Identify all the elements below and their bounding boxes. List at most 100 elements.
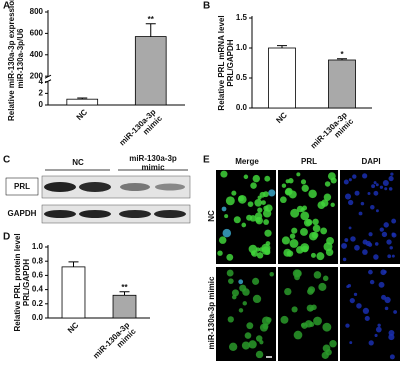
cell: [264, 175, 271, 182]
cell: [344, 193, 352, 200]
cell: [381, 231, 388, 238]
cell: [375, 326, 382, 333]
bar: [66, 98, 99, 106]
cell: [261, 316, 271, 326]
cell: [284, 287, 292, 296]
cell: [362, 307, 370, 315]
cell: [261, 200, 266, 205]
cell: [369, 279, 375, 285]
cell: [386, 239, 392, 245]
cell: [349, 297, 355, 304]
band: [79, 182, 111, 192]
cell: [368, 232, 373, 237]
cell: [350, 236, 356, 242]
cell: [391, 254, 395, 258]
error-bar: [77, 97, 88, 100]
cell: [354, 244, 360, 251]
cell: [224, 214, 229, 219]
cell: [242, 301, 247, 306]
cell: [318, 282, 327, 291]
cell: [281, 236, 290, 245]
cell: [307, 286, 316, 294]
y-tick-label: 0.0: [236, 103, 248, 112]
cell: [300, 211, 310, 221]
cell: [313, 271, 322, 279]
cell: [387, 254, 392, 259]
cell: [238, 195, 245, 202]
cell: [244, 332, 252, 339]
cell: [249, 215, 257, 222]
significance: **: [148, 15, 155, 24]
cell: [281, 183, 287, 188]
x-tick-label: NC: [66, 320, 81, 335]
panel-letter: A: [3, 1, 10, 12]
cell: [252, 174, 261, 183]
cell: [296, 172, 301, 177]
cell: [289, 233, 296, 239]
column-label: PRL: [301, 157, 317, 166]
cell: [375, 209, 379, 213]
cell: [296, 205, 304, 213]
cell: [233, 216, 241, 224]
cell: [279, 196, 287, 204]
x-tick-label: NC: [75, 107, 90, 122]
micrograph: [340, 170, 400, 264]
y-tick-label: 600: [30, 28, 44, 37]
cell: [354, 190, 360, 196]
cell: [268, 189, 276, 197]
cell: [389, 354, 395, 360]
y-tick-label: 2: [39, 88, 44, 97]
cell: [364, 315, 370, 321]
bar: [61, 266, 86, 319]
cell: [362, 249, 368, 255]
cell: [377, 323, 381, 327]
bar: [328, 59, 356, 109]
micrograph: [340, 267, 400, 361]
cell: [378, 281, 385, 288]
panel-letter: C: [3, 155, 10, 166]
cell: [222, 228, 232, 238]
y-axis-label: miR-130a-3p/U6: [16, 28, 25, 89]
cell: [383, 222, 389, 228]
y-tick-label: 4: [39, 77, 44, 86]
cell: [322, 275, 329, 282]
y-tick-label: 1.0: [32, 242, 44, 251]
cell: [388, 175, 394, 182]
x-tick-label: miR-130a-3pmimic: [91, 320, 138, 367]
cell: [388, 334, 395, 341]
y-tick-label: 1.0: [236, 43, 248, 52]
cell: [226, 269, 234, 277]
panel-letter: D: [3, 232, 10, 243]
cell: [280, 315, 289, 324]
cell: [289, 239, 299, 248]
cell: [379, 227, 384, 232]
cell: [373, 254, 379, 260]
cell: [316, 252, 325, 261]
cell: [373, 181, 377, 185]
significance: *: [340, 50, 344, 59]
error-bar: [119, 291, 130, 296]
cell: [309, 322, 315, 328]
cell: [379, 185, 384, 189]
blot-row-label: GAPDH: [8, 209, 37, 218]
y-tick-label: 200: [30, 71, 44, 80]
y-tick-label: 0.4: [32, 285, 44, 294]
band: [119, 210, 151, 218]
cell: [389, 246, 393, 250]
blot-group-label: miR-130a-3p mimic: [129, 154, 177, 172]
cell: [384, 306, 389, 311]
cell: [262, 191, 269, 198]
cell: [310, 252, 316, 258]
cell: [300, 228, 308, 236]
y-axis-label: Relative PRL protein level: [13, 233, 22, 331]
cell: [374, 242, 379, 246]
column-label: DAPI: [361, 157, 380, 166]
cell: [313, 316, 322, 326]
cell: [356, 303, 362, 309]
cell: [231, 294, 237, 300]
cell: [344, 238, 349, 243]
cell: [373, 190, 379, 196]
y-tick-label: 0.8: [32, 256, 44, 265]
cell: [367, 192, 371, 195]
